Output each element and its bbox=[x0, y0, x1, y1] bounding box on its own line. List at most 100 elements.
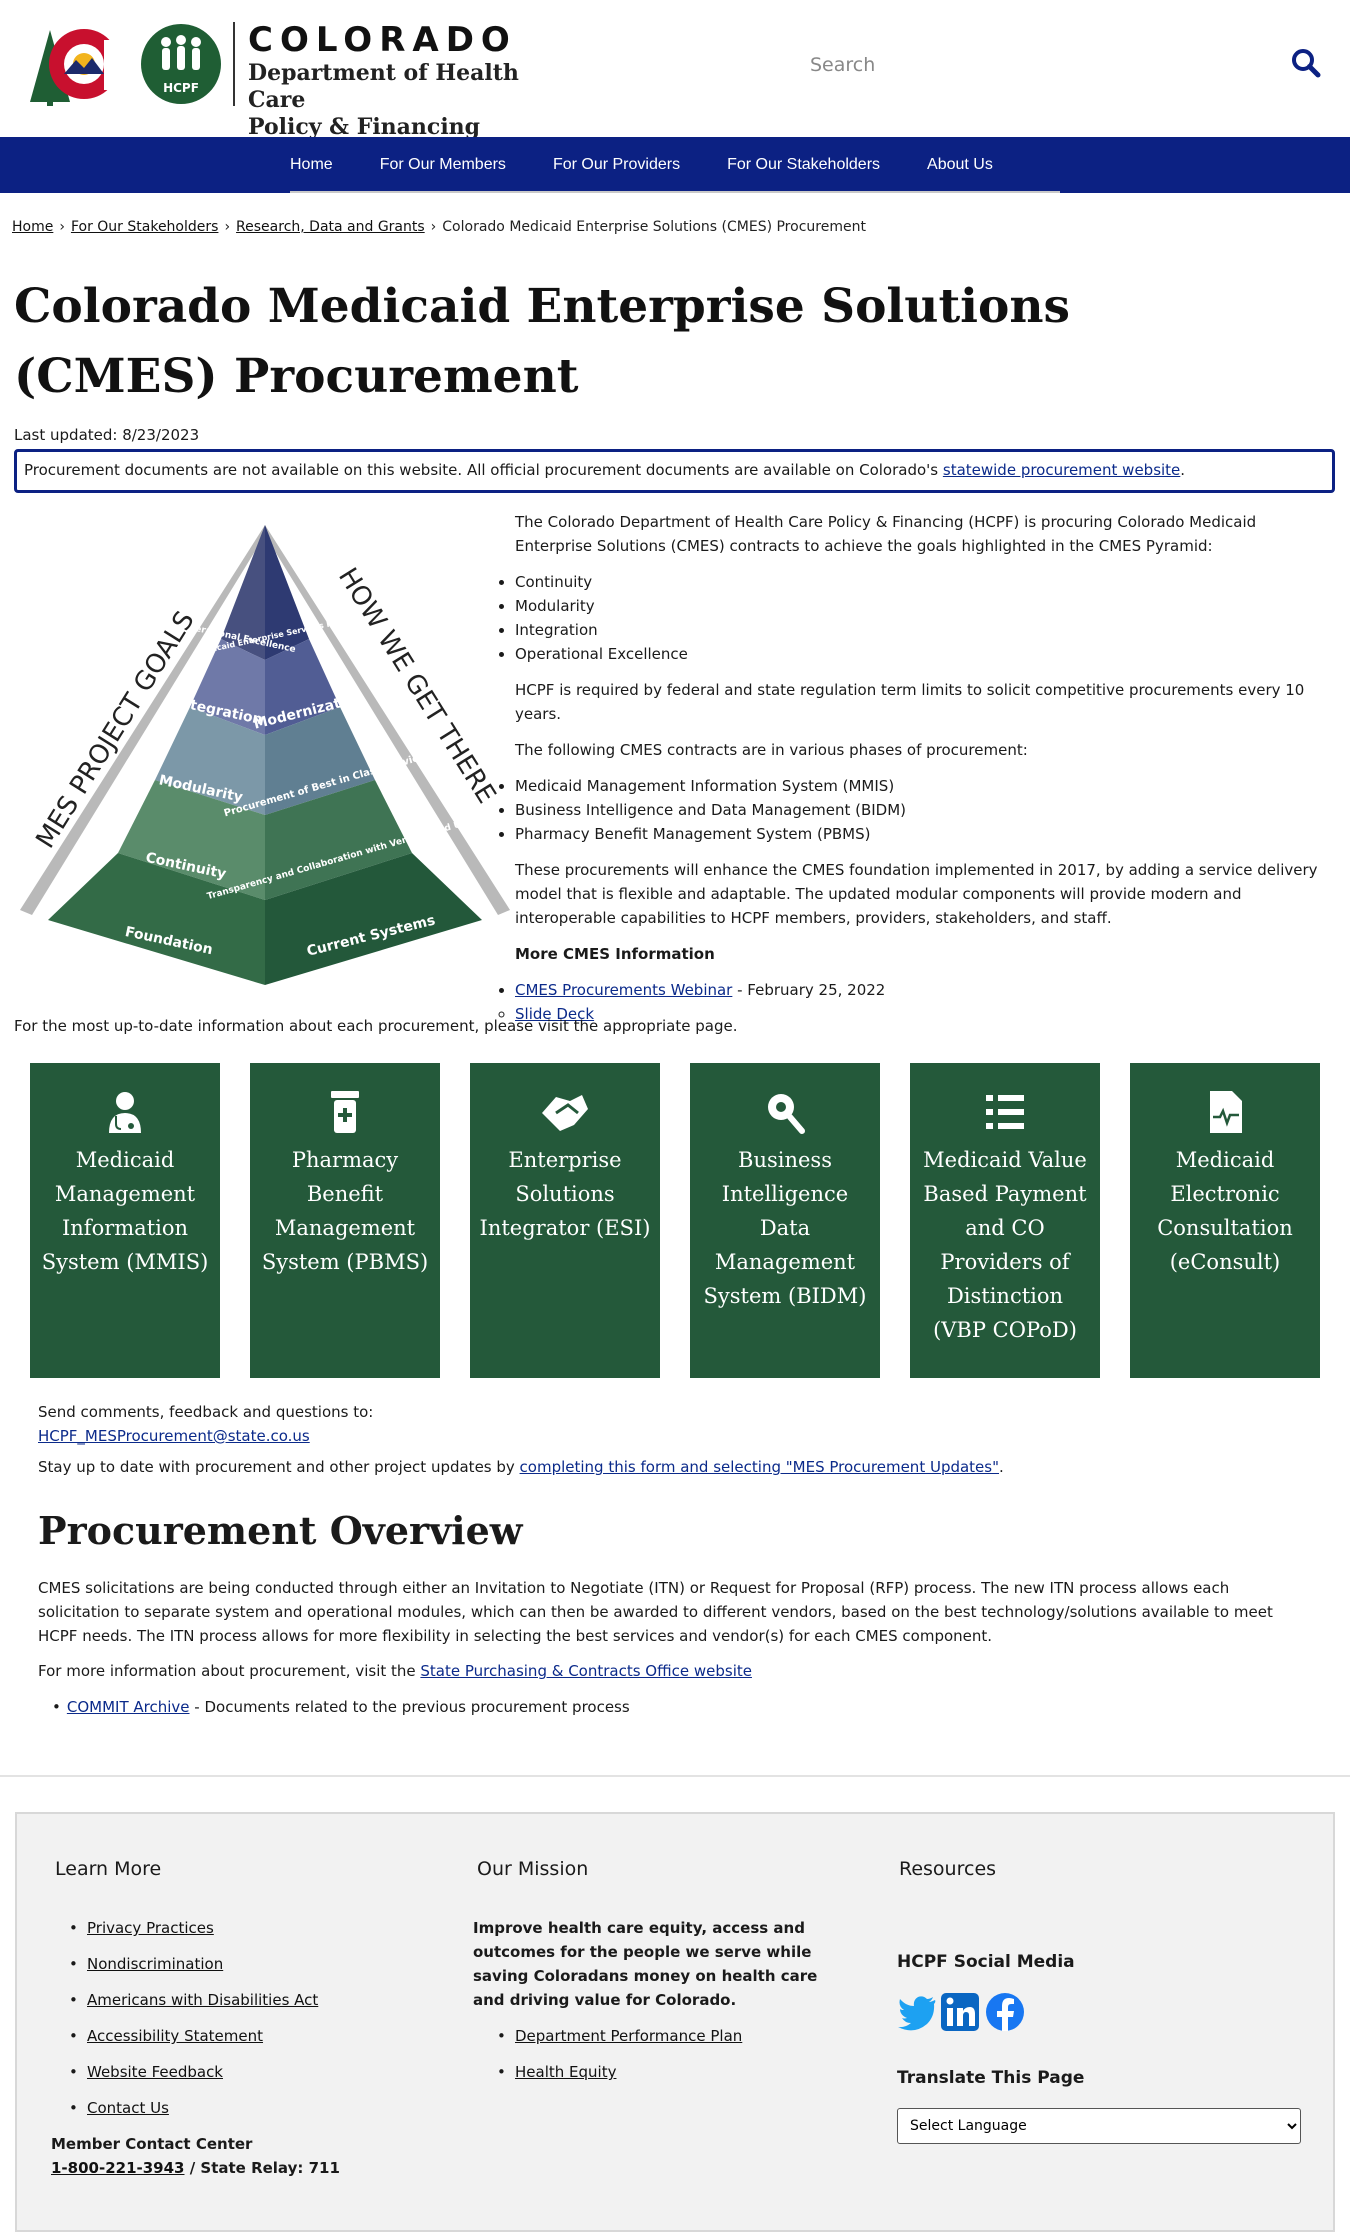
footer-list-item: • Department Performance Plan bbox=[497, 2027, 743, 2045]
goal-item: Modularity bbox=[515, 594, 1332, 618]
statewide-procurement-link[interactable]: statewide procurement website bbox=[942, 461, 1181, 479]
facebook-icon[interactable] bbox=[986, 1993, 1024, 2031]
search-data-icon bbox=[768, 1094, 805, 1134]
slide-deck-link[interactable]: Slide Deck bbox=[515, 1005, 595, 1023]
goal-item: Operational Excellence bbox=[515, 642, 1332, 666]
breadcrumb-stakeholders[interactable]: For Our Stakeholders bbox=[70, 219, 219, 235]
commit-archive-item: • COMMIT Archive - Documents related to t… bbox=[52, 1698, 630, 1716]
procurement-more-info: For more information about procurement, … bbox=[38, 1662, 752, 1680]
resources-heading: Resources bbox=[899, 1858, 997, 1880]
nondiscrimination-link[interactable]: Nondiscrimination bbox=[87, 1955, 224, 1973]
linkedin-icon[interactable] bbox=[941, 1993, 979, 2031]
nav-list: Home For Our Members For Our Providers F… bbox=[290, 137, 1040, 193]
last-updated: Last updated: 8/23/2023 bbox=[14, 426, 200, 444]
card-econsult[interactable]: Medicaid Electronic Consultation (eConsu… bbox=[1130, 1063, 1320, 1378]
footer-divider bbox=[0, 1775, 1350, 1777]
list-icon bbox=[986, 1095, 1024, 1129]
webinar-link[interactable]: CMES Procurements Webinar bbox=[515, 981, 733, 999]
footer-list-item: • Health Equity bbox=[497, 2063, 617, 2081]
footer-list-item: • Privacy Practices bbox=[69, 1919, 214, 1937]
goals-list: Continuity Modularity Integration Operat… bbox=[500, 570, 1332, 666]
slide-deck-item: Slide Deck bbox=[515, 1002, 1332, 1026]
nav-item-home[interactable]: Home bbox=[290, 156, 333, 173]
website-feedback-link[interactable]: Website Feedback bbox=[87, 2063, 223, 2081]
notice-end: . bbox=[1180, 461, 1186, 479]
updates-form-link[interactable]: completing this form and selecting "MES … bbox=[519, 1458, 1000, 1476]
breadcrumb-home[interactable]: Home bbox=[12, 219, 54, 235]
prescription-bottle-icon bbox=[331, 1091, 359, 1133]
footer-list-item: • Accessibility Statement bbox=[69, 2027, 264, 2045]
department-name: Department of Health Care Policy & Finan… bbox=[248, 60, 548, 141]
contact-us-link[interactable]: Contact Us bbox=[87, 2099, 169, 2117]
language-select[interactable]: Select Language bbox=[897, 2108, 1301, 2144]
nav-item-members[interactable]: For Our Members bbox=[379, 156, 506, 173]
card-esi[interactable]: Enterprise Solutions Integrator (ESI) bbox=[470, 1063, 660, 1378]
more-info-list: CMES Procurements Webinar - February 25,… bbox=[500, 978, 1332, 1026]
nav-item-about[interactable]: About Us bbox=[927, 156, 993, 173]
site-logo[interactable]: HCPF COLORADO Department of Health Care … bbox=[28, 20, 548, 140]
webinar-item: CMES Procurements Webinar - February 25,… bbox=[515, 978, 1332, 1002]
contact-phone-link[interactable]: 1-800-221-3943 bbox=[51, 2159, 185, 2177]
contact-label: Member Contact Center bbox=[51, 2135, 253, 2153]
card-label: Pharmacy Benefit Management System (PBMS… bbox=[261, 1148, 429, 1274]
comments-text: Send comments, feedback and questions to… bbox=[38, 1403, 374, 1421]
breadcrumb-separator: › bbox=[59, 219, 65, 235]
page-title: Colorado Medicaid Enterprise Solutions (… bbox=[14, 279, 1070, 404]
breadcrumb-research[interactable]: Research, Data and Grants bbox=[236, 219, 425, 235]
department-name-line2: Policy & Financing bbox=[248, 114, 481, 140]
procurement-notice: Procurement documents are not available … bbox=[14, 449, 1335, 493]
contracts-list: Medicaid Management Information System (… bbox=[500, 774, 1332, 846]
cmes-pyramid-image: Operational Excellence Medicaid Enterpri… bbox=[20, 525, 510, 985]
ada-link[interactable]: Americans with Disabilities Act bbox=[87, 1991, 319, 2009]
state-relay: / State Relay: 711 bbox=[184, 2159, 340, 2177]
colorado-logo-icon: HCPF bbox=[30, 22, 235, 106]
state-purchasing-link[interactable]: State Purchasing & Contracts Office webs… bbox=[420, 1662, 752, 1680]
goal-item: Integration bbox=[515, 618, 1332, 642]
goal-item: Continuity bbox=[515, 570, 1332, 594]
footer-list-item: • Contact Us bbox=[69, 2099, 169, 2117]
comments-email-link[interactable]: HCPF_MESProcurement@state.co.us bbox=[38, 1427, 310, 1445]
stay-end: . bbox=[999, 1458, 1004, 1476]
performance-plan-link[interactable]: Department Performance Plan bbox=[515, 2027, 743, 2045]
search-button[interactable] bbox=[1290, 48, 1322, 80]
department-name-line1: Department of Health Care bbox=[248, 60, 519, 113]
intro-paragraph: The Colorado Department of Health Care P… bbox=[515, 513, 1257, 555]
card-pbms[interactable]: Pharmacy Benefit Management System (PBMS… bbox=[250, 1063, 440, 1378]
stay-updated-text: Stay up to date with procurement and oth… bbox=[38, 1458, 1004, 1476]
nav-item-providers[interactable]: For Our Providers bbox=[552, 156, 681, 173]
social-media-heading: HCPF Social Media bbox=[897, 1952, 1075, 1972]
member-contact-center: Member Contact Center 1-800-221-3943 / S… bbox=[51, 2132, 340, 2180]
footer-list-item: • Nondiscrimination bbox=[69, 1955, 224, 1973]
health-equity-link[interactable]: Health Equity bbox=[515, 2063, 617, 2081]
term-limits-paragraph: HCPF is required by federal and state re… bbox=[515, 681, 1305, 723]
breadcrumb-separator: › bbox=[224, 219, 231, 235]
commit-archive-link[interactable]: COMMIT Archive bbox=[66, 1698, 190, 1716]
breadcrumb-separator: › bbox=[430, 219, 437, 235]
card-vbp-copod[interactable]: Medicaid Value Based Payment and CO Prov… bbox=[910, 1063, 1100, 1378]
social-icons bbox=[897, 1992, 1027, 2036]
card-label: Enterprise Solutions Integrator (ESI) bbox=[479, 1148, 651, 1240]
card-bidm[interactable]: Business Intelligence Data Management Sy… bbox=[690, 1063, 880, 1378]
commit-archive-text: - Documents related to the previous proc… bbox=[189, 1698, 630, 1716]
privacy-practices-link[interactable]: Privacy Practices bbox=[87, 1919, 214, 1937]
search-icon bbox=[1292, 49, 1321, 78]
nav-item-stakeholders[interactable]: For Our Stakeholders bbox=[727, 156, 881, 173]
card-label: Medicaid Management Information System (… bbox=[41, 1148, 209, 1274]
procurement-more-text: For more information about procurement, … bbox=[38, 1662, 421, 1680]
search-input[interactable] bbox=[800, 40, 1280, 90]
accessibility-statement-link[interactable]: Accessibility Statement bbox=[87, 2027, 264, 2045]
learn-more-heading: Learn More bbox=[55, 1858, 162, 1880]
contract-item: Business Intelligence and Data Managemen… bbox=[515, 798, 1332, 822]
our-mission-heading: Our Mission bbox=[477, 1858, 589, 1880]
card-mmis[interactable]: Medicaid Management Information System (… bbox=[30, 1063, 220, 1378]
mission-text: Improve health care equity, access and o… bbox=[473, 1919, 818, 2009]
stay-text: Stay up to date with procurement and oth… bbox=[38, 1458, 520, 1476]
twitter-icon[interactable] bbox=[898, 1996, 936, 2031]
mission-list: • Department Performance Plan • Health Equ… bbox=[497, 2024, 742, 2096]
enhance-paragraph: These procurements will enhance the CMES… bbox=[515, 861, 1318, 927]
footer-list-item: • Website Feedback bbox=[69, 2063, 223, 2081]
social-icons-svg bbox=[898, 1993, 1024, 2031]
procurement-overview-heading: Procurement Overview bbox=[38, 1508, 523, 1553]
state-name: COLORADO bbox=[248, 20, 517, 60]
card-label: Medicaid Electronic Consultation (eConsu… bbox=[1157, 1148, 1293, 1274]
